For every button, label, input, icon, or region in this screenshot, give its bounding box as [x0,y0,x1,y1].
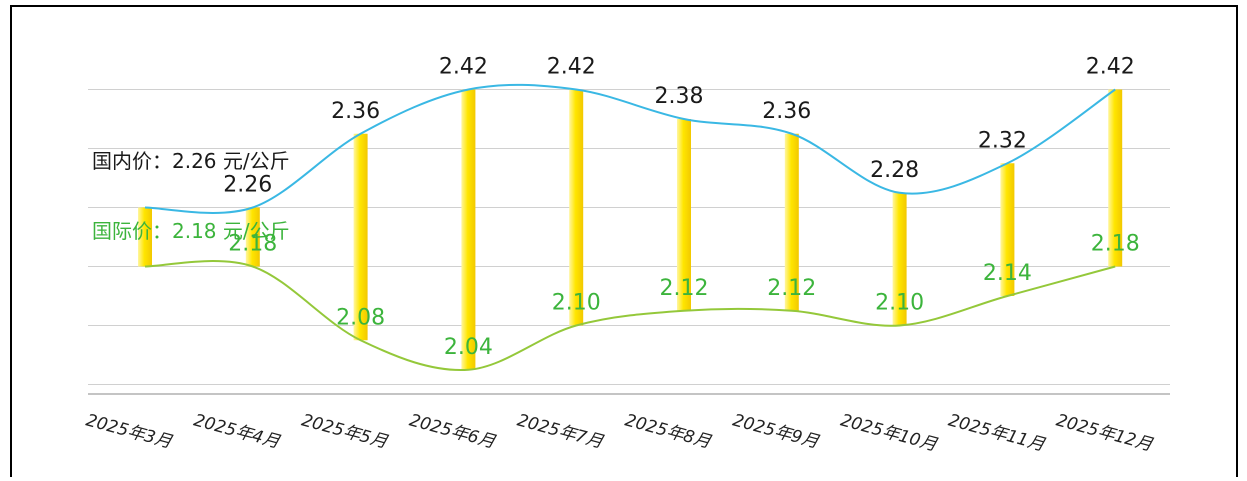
international-value-label: 2.04 [444,335,493,360]
domestic-price-line [144,83,1116,214]
range-bar [1108,89,1123,267]
x-tick-label: 2025年10月 [838,411,940,456]
x-tick-label: 2025年3月 [84,411,175,453]
legend-domestic: 国内价：2.26 元/公斤 [92,149,290,173]
x-tick-label: 2025年6月 [407,411,498,453]
international-value-label: 2.18 [1091,232,1140,257]
data-labels: 2.26 2.36 2.42 2.42 2.38 2.36 2.28 2.32 2.42 2.18… [223,55,1139,360]
range-bar [461,89,476,370]
international-value-label: 2.12 [767,276,816,301]
x-tick-label: 2025年5月 [299,411,390,453]
domestic-value-label: 2.38 [655,84,704,109]
x-tick-label: 2025年11月 [946,411,1048,456]
domestic-value-label: 2.36 [762,99,811,124]
x-axis-ticks: 2025年3月 2025年4月 2025年5月 2025年6月 2025年7月 2025年… [84,411,1156,456]
domestic-value-label: 2.32 [978,128,1027,153]
domestic-value-label: 2.36 [331,99,380,124]
range-bar [353,133,368,341]
range-bars [138,89,1123,370]
legend-international: 国际价：2.18 元/公斤 [92,219,290,243]
x-tick-label: 2025年8月 [623,411,714,453]
grid-lines [88,89,1170,395]
domestic-value-label: 2.28 [870,158,919,183]
x-tick-label: 2025年12月 [1054,411,1156,456]
domestic-value-label: 2.26 [223,173,272,198]
international-value-label: 2.10 [875,291,924,316]
range-bar [245,207,260,267]
range-bar [138,207,152,267]
x-tick-label: 2025年9月 [731,411,822,453]
range-bar [784,133,799,311]
x-tick-label: 2025年7月 [515,411,606,453]
range-bar [1000,163,1015,296]
international-value-label: 2.08 [336,305,385,330]
range-bar [677,119,691,311]
international-value-label: 2.10 [552,291,601,316]
range-bar [892,192,907,326]
domestic-value-label: 2.42 [439,55,488,80]
international-value-label: 2.14 [983,261,1032,286]
series-lines [144,83,1116,372]
range-bar [569,89,584,326]
domestic-value-label: 2.42 [547,55,596,80]
domestic-value-label: 2.42 [1086,55,1135,80]
x-tick-label: 2025年4月 [192,411,283,453]
international-value-label: 2.12 [660,276,709,301]
international-price-line [144,260,1116,372]
international-value-label: 2.18 [228,232,277,257]
